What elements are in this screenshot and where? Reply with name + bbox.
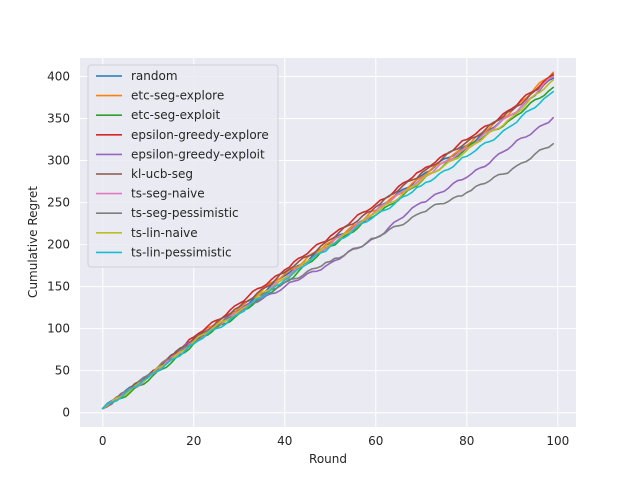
y-tick-label: 400 — [47, 69, 70, 83]
y-tick-label: 250 — [47, 196, 70, 210]
y-tick-label: 350 — [47, 112, 70, 126]
y-tick-label: 200 — [47, 238, 70, 252]
x-tick-label: 80 — [459, 434, 474, 448]
legend-label: etc-seg-explore — [131, 89, 224, 103]
y-tick-labels: 0 50 100 150 200 250 300 350 400 — [47, 69, 70, 419]
x-tick-label: 20 — [186, 434, 201, 448]
y-tick-label: 50 — [55, 364, 70, 378]
legend-label: kl-ucb-seg — [131, 167, 193, 181]
legend-label: ts-lin-pessimistic — [131, 245, 232, 259]
y-tick-label: 100 — [47, 322, 70, 336]
y-tick-label: 0 — [62, 406, 70, 420]
y-axis-label: Cumulative Regret — [26, 186, 40, 298]
legend-label: epsilon-greedy-explore — [131, 128, 269, 142]
y-tick-label: 300 — [47, 154, 70, 168]
y-tick-label: 150 — [47, 280, 70, 294]
legend-box — [87, 64, 279, 268]
x-tick-label: 0 — [99, 434, 107, 448]
legend-label: ts-seg-naive — [131, 187, 205, 201]
legend-label: ts-seg-pessimistic — [131, 206, 239, 220]
legend: random etc-seg-explore etc-seg-exploit epsi… — [87, 64, 279, 268]
x-axis-label: Round — [309, 452, 347, 466]
x-tick-label: 60 — [368, 434, 383, 448]
legend-label: etc-seg-exploit — [131, 108, 220, 122]
series-line-ts-lin-naive — [101, 79, 555, 410]
series-lines — [101, 71, 555, 410]
series-line-ts-lin-pessimistic — [101, 90, 555, 410]
legend-label: epsilon-greedy-exploit — [131, 147, 265, 161]
x-tick-label: 40 — [277, 434, 292, 448]
x-tick-labels: 0 20 40 60 80 100 — [99, 434, 569, 448]
legend-label: random — [131, 69, 178, 83]
x-tick-label: 100 — [546, 434, 569, 448]
series-line-kl-ucb-seg — [101, 74, 555, 410]
legend-label: ts-lin-naive — [131, 226, 198, 240]
